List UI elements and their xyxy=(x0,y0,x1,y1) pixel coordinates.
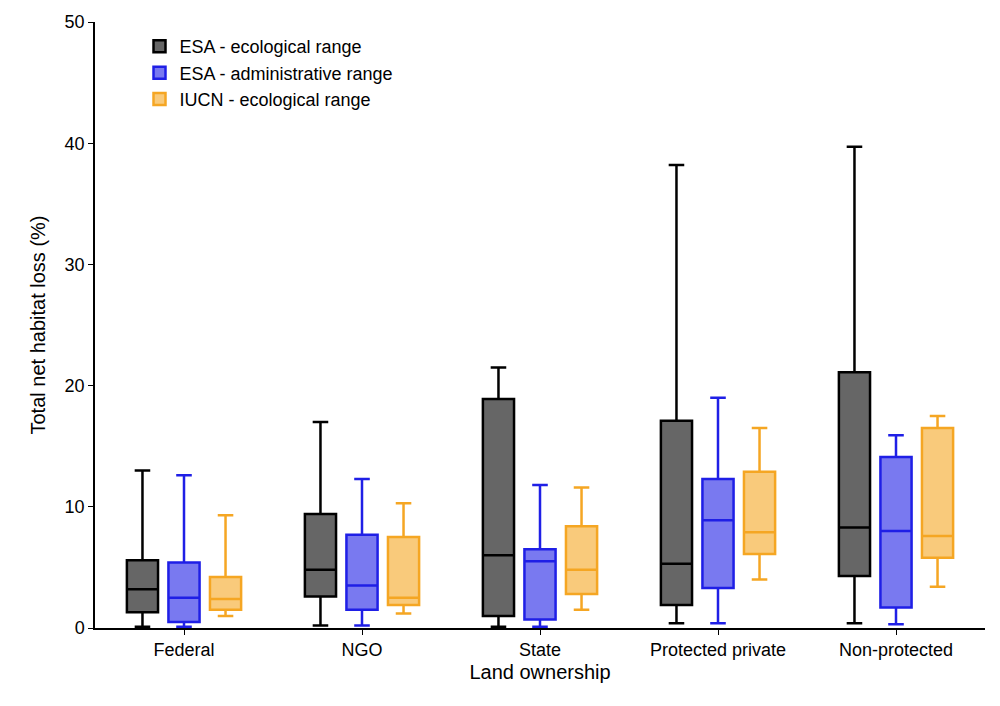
svg-text:NGO: NGO xyxy=(341,640,382,660)
svg-text:State: State xyxy=(519,640,561,660)
svg-text:Protected private: Protected private xyxy=(650,640,786,660)
svg-text:Non-protected: Non-protected xyxy=(839,640,953,660)
svg-text:Federal: Federal xyxy=(153,640,214,660)
svg-text:10: 10 xyxy=(65,497,85,517)
svg-text:40: 40 xyxy=(65,134,85,154)
svg-text:30: 30 xyxy=(65,255,85,275)
svg-text:Total net habitat loss (%): Total net habitat loss (%) xyxy=(27,216,49,435)
svg-text:20: 20 xyxy=(65,376,85,396)
svg-text:0: 0 xyxy=(75,618,85,638)
svg-text:IUCN - ecological range: IUCN - ecological range xyxy=(180,90,371,110)
svg-text:Land ownership: Land ownership xyxy=(469,661,610,683)
svg-text:50: 50 xyxy=(65,12,85,32)
svg-text:ESA - administrative range: ESA - administrative range xyxy=(180,64,393,84)
svg-text:ESA - ecological range: ESA - ecological range xyxy=(180,37,362,57)
